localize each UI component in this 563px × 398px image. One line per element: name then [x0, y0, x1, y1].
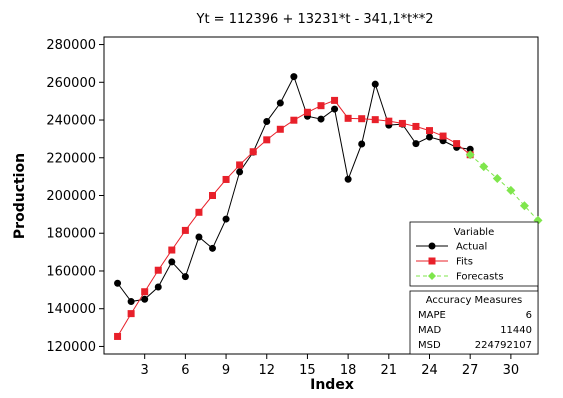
data-point-fits — [209, 192, 216, 199]
data-point-actual — [290, 73, 298, 81]
data-point-actual — [181, 273, 189, 281]
series-line-forecasts — [469, 154, 539, 221]
series-layer — [114, 73, 543, 340]
y-tick-label: 260000 — [46, 76, 96, 91]
data-point-fits — [426, 127, 433, 135]
data-point-actual — [344, 175, 352, 183]
x-tick-label: 24 — [421, 363, 438, 378]
data-point-actual — [236, 168, 244, 176]
x-tick-label: 12 — [258, 363, 275, 378]
data-point-actual — [412, 140, 420, 148]
legend: Variable Actual Fits Forecasts — [409, 221, 539, 287]
data-point-fits — [290, 116, 298, 124]
x-tick-label: 18 — [340, 363, 357, 378]
accuracy-measures: Accuracy Measures MAPE 6 MAD 11440 MSD 2… — [409, 290, 539, 355]
data-point-actual — [466, 145, 474, 153]
x-tick-label: 21 — [381, 363, 398, 378]
data-point-fits — [222, 175, 230, 183]
y-tick-label: 120000 — [46, 340, 96, 355]
x-axis-label: Index — [310, 377, 354, 393]
accuracy-title: Accuracy Measures — [426, 295, 523, 306]
x-tick-label: 6 — [181, 363, 189, 378]
data-point-forecasts — [519, 201, 529, 211]
data-point-fits — [453, 140, 461, 148]
data-point-fits — [195, 208, 203, 216]
legend-entry-forecasts: Forecasts — [416, 272, 504, 283]
data-point-fits — [331, 96, 339, 104]
x-tick-label: 3 — [141, 363, 149, 378]
legend-entry-actual: Actual — [416, 242, 487, 253]
data-point-forecasts — [506, 185, 516, 195]
accuracy-value-mad: 11440 — [500, 325, 532, 336]
y-tick-label: 160000 — [46, 264, 96, 279]
data-point-fits — [358, 115, 366, 123]
data-point-fits — [154, 266, 162, 274]
y-tick-label: 180000 — [46, 227, 96, 242]
accuracy-box — [409, 290, 539, 355]
data-point-fits — [317, 102, 325, 110]
data-point-fits — [385, 117, 393, 125]
x-tick-label: 9 — [222, 363, 230, 378]
data-point-fits — [249, 148, 257, 156]
data-point-fits — [141, 288, 149, 296]
data-point-actual — [371, 80, 379, 88]
data-point-actual — [114, 279, 122, 287]
data-point-fits — [276, 125, 284, 133]
y-axis: 120000 140000 160000 180000 200000 220000 2400… — [46, 38, 104, 355]
legend-label-fits: Fits — [456, 257, 473, 268]
data-point-actual — [154, 283, 162, 291]
legend-marker-fits — [428, 257, 436, 265]
legend-marker-forecasts — [428, 272, 436, 280]
data-point-actual — [331, 105, 339, 113]
legend-marker-actual — [428, 242, 436, 250]
data-point-fits — [181, 226, 189, 234]
data-point-actual — [209, 244, 216, 252]
data-point-actual — [263, 118, 271, 126]
data-point-forecasts — [479, 162, 489, 172]
y-tick-label: 220000 — [46, 151, 96, 166]
data-point-fits — [303, 108, 311, 116]
accuracy-value-mape: 6 — [526, 310, 532, 321]
x-tick-label: 15 — [299, 363, 316, 378]
data-point-actual — [168, 258, 176, 266]
data-point-actual — [141, 295, 149, 303]
legend-title: Variable — [454, 227, 495, 238]
x-axis: 3 6 9 12 15 18 21 24 27 30 — [141, 354, 520, 378]
y-axis-label: Production — [12, 153, 28, 239]
data-point-fits — [114, 332, 122, 340]
legend-label-actual: Actual — [456, 242, 487, 253]
data-point-actual — [222, 215, 230, 223]
data-point-actual — [127, 298, 135, 306]
data-point-fits — [236, 161, 244, 169]
chart-title: Yt = 112396 + 13231*t - 341,1*t**2 — [196, 12, 434, 27]
data-point-fits — [168, 246, 176, 254]
data-point-actual — [317, 115, 325, 123]
accuracy-label-mad: MAD — [418, 325, 441, 336]
y-tick-label: 200000 — [46, 189, 96, 204]
y-tick-label: 240000 — [46, 114, 96, 129]
y-tick-label: 280000 — [46, 38, 96, 53]
accuracy-value-msd: 224792107 — [475, 340, 532, 351]
data-point-fits — [344, 114, 352, 122]
data-point-forecasts — [465, 150, 475, 160]
legend-label-forecasts: Forecasts — [456, 272, 504, 283]
data-point-actual — [276, 99, 284, 107]
data-point-fits — [127, 310, 135, 318]
data-point-fits — [398, 119, 406, 127]
accuracy-label-msd: MSD — [418, 340, 441, 351]
data-point-fits — [263, 136, 271, 144]
accuracy-label-mape: MAPE — [418, 310, 446, 321]
x-tick-label: 27 — [462, 363, 479, 378]
data-point-actual — [426, 133, 433, 141]
data-point-actual — [195, 233, 203, 241]
data-point-fits — [371, 116, 379, 124]
data-point-fits — [439, 132, 447, 140]
y-tick-label: 140000 — [46, 302, 96, 317]
data-point-actual — [358, 140, 366, 148]
x-tick-label: 30 — [503, 363, 520, 378]
legend-entry-fits: Fits — [416, 257, 473, 268]
data-point-fits — [412, 122, 420, 130]
data-point-forecasts — [492, 174, 502, 184]
